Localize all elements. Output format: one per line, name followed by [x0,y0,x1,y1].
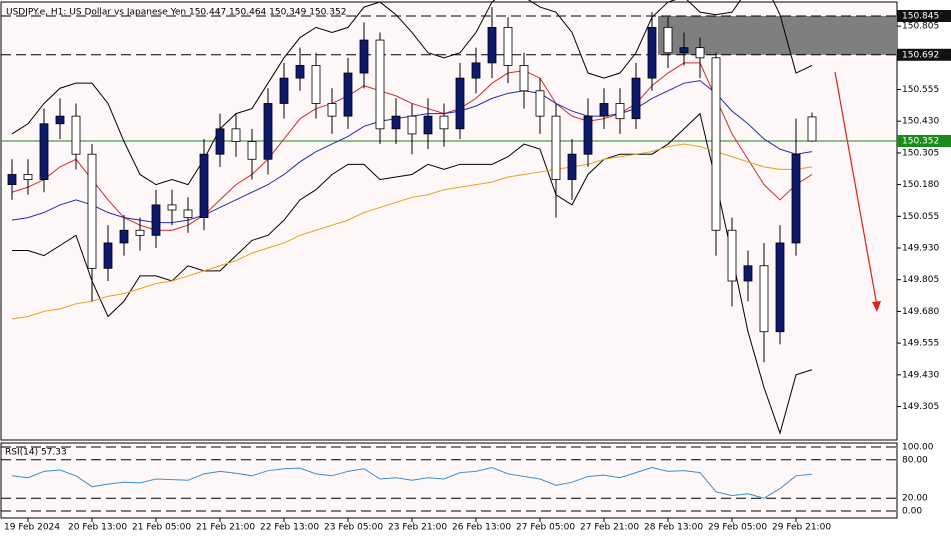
zone [658,15,897,55]
y-tick-label: 149.305 [902,402,939,412]
y-tick-label: 149.430 [902,370,939,380]
candle-body [103,242,113,269]
candle-body [183,209,193,218]
main-pane [0,1,898,441]
candle-body [71,115,81,155]
x-tick-label: 23 Feb 21:00 [388,523,447,533]
candle-body [599,103,609,117]
y-tick-label: 150.180 [902,180,939,190]
rsi-line [11,466,813,499]
candle-body [695,47,705,59]
candle-body [87,153,97,269]
rsi-tick-label: 80.00 [902,455,928,465]
candle-body [407,115,417,135]
candle-body [7,174,17,186]
candle-body [247,141,257,160]
candle-body [215,128,225,155]
candle-body [759,265,769,333]
x-tick-label: 23 Feb 05:00 [324,523,383,533]
candle-body [343,72,353,117]
x-tick-label: 21 Feb 21:00 [196,523,255,533]
chart-title: USDJPY.e, H1: US Dollar vs Japanese Yen … [6,8,346,18]
candle-body [119,229,129,244]
candle-body [391,115,401,130]
x-tick-label: 20 Feb 13:00 [68,523,127,533]
y-tick-label: 149.805 [902,275,939,285]
candle-body [375,39,385,130]
y-tick-label: 150.055 [902,212,939,222]
candle-body [231,128,241,142]
rsi-tick-label: 0.00 [902,507,922,517]
level-label: 150.692 [902,50,939,60]
candle-body [663,26,673,54]
candle-body [791,153,801,244]
x-tick-label: 26 Feb 13:00 [452,523,511,533]
x-tick-label: 29 Feb 05:00 [708,523,767,533]
x-tick-label: 19 Feb 2024 [4,523,60,533]
level-label-box [897,9,951,22]
y-tick-label: 149.680 [902,307,939,317]
candle-body [439,115,449,130]
candle-body [519,65,529,92]
candle-body [455,77,465,130]
current-price-label: 150.352 [902,137,939,147]
y-tick-label: 150.430 [902,117,939,127]
y-tick-label: 149.930 [902,244,939,254]
candle-body [647,26,657,79]
rsi-pane [0,442,898,519]
candle-body [295,65,305,79]
candle-body [23,174,33,180]
y-tick-label: 149.555 [902,339,939,349]
annotation-arrow [834,71,878,307]
candle-body [135,229,145,236]
rsi-tick-label: 20.00 [902,494,928,504]
candle-body [199,153,209,218]
candle-body [279,77,289,104]
candle-body [775,242,785,333]
level-label-box [897,48,951,61]
x-tick-label: 22 Feb 13:00 [260,523,319,533]
y-tick-label: 150.305 [902,148,939,158]
current-price-box [897,135,951,148]
x-tick-label: 28 Feb 13:00 [644,523,703,533]
candle-body [311,65,321,104]
y-tick-label: 150.805 [902,22,939,32]
y-tick-label: 150.555 [902,85,939,95]
candle-body [263,103,273,160]
candle-body [615,103,625,120]
candle-body [39,123,49,180]
level-label: 150.845 [902,11,939,21]
rsi-label: RSI(14) 57.33 [5,448,67,458]
candle-body [487,26,497,64]
candle-body [551,115,561,180]
candle-body [631,77,641,120]
candle-body [583,115,593,155]
candle-body [807,116,817,142]
candle-body [359,39,369,74]
candle-body [567,153,577,180]
candle-body [535,90,545,117]
x-tick-label: 27 Feb 21:00 [580,523,639,533]
candle-body [503,26,513,66]
candle-body [167,204,177,211]
candle-body [743,265,753,282]
x-tick-label: 21 Feb 05:00 [132,523,191,533]
candle-body [471,62,481,79]
candle-body [55,115,65,125]
x-tick-label: 29 Feb 21:00 [772,523,831,533]
candle-body [711,57,721,231]
x-tick-label: 27 Feb 05:00 [516,523,575,533]
arrow-head [872,301,881,312]
candle-body [679,47,689,54]
candle-body [327,103,337,117]
candle-body [727,229,737,282]
candle-body [151,204,161,236]
rsi-tick-label: 100.00 [902,443,934,453]
indicator-line [11,143,813,320]
indicator-line [12,112,813,435]
candle-body [423,115,433,135]
indicator-line [11,0,813,186]
